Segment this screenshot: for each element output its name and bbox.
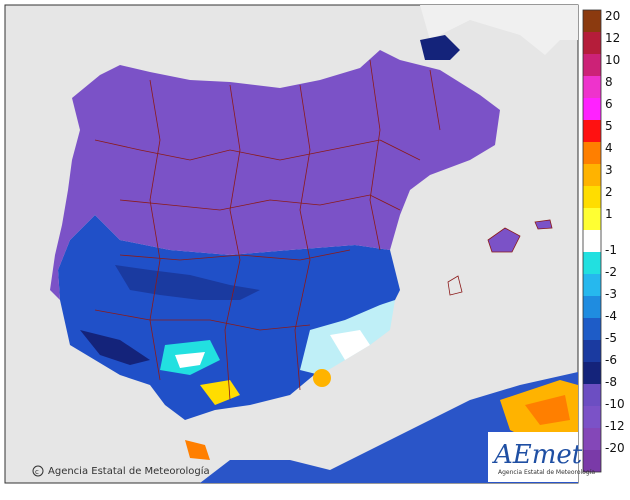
pyrenees-cold-spot (420, 35, 460, 60)
north-africa-landmass (200, 372, 578, 483)
warm-spot-almeria (313, 369, 331, 387)
copyright-icon (32, 465, 44, 477)
colorbar: 20 12 10 8 6 5 4 3 2 1 -1 -2 -3 -4 -5 -6 -8 -10 -12 -20 (582, 9, 625, 473)
colorbar-swatch-warm-4 (583, 98, 601, 120)
portugal-coast-region (50, 160, 95, 300)
colorbar-label: -10 (605, 397, 625, 411)
colorbar-swatch-warm-5 (583, 120, 601, 142)
colorbar-label: -6 (605, 353, 617, 367)
southeast-white-spot (330, 330, 370, 360)
colorbar-swatch-warm-0 (583, 10, 601, 32)
colorbar-label: 5 (605, 119, 613, 133)
copyright-symbol: c (35, 468, 39, 476)
andalusia-white-patch (175, 352, 205, 368)
colorbar-swatch-cold-5 (583, 362, 601, 384)
colorbar-label: -5 (605, 331, 617, 345)
colorbar-swatch-warm-2 (583, 54, 601, 76)
colorbar-swatch-cold-2 (583, 296, 601, 318)
colorbar-swatch-cold-9 (583, 450, 601, 472)
colorbar-label: 6 (605, 97, 613, 111)
colorbar-label: 1 (605, 207, 613, 221)
colorbar-swatch-cold-8 (583, 428, 601, 450)
logo-background (488, 432, 578, 482)
colorbar-swatch-neutral (583, 230, 601, 252)
colorbar-swatch-warm-7 (583, 164, 601, 186)
colorbar-swatch-warm-3 (583, 76, 601, 98)
france-landmass (5, 5, 578, 55)
aemet-logo: AEmet Agencia Estatal de Meteorología (488, 432, 595, 482)
colorbar-label: 3 (605, 163, 613, 177)
dark-band-1 (115, 265, 260, 300)
menorca-island (534, 219, 553, 230)
colorbar-label: 20 (605, 9, 620, 23)
copyright-notice: c Agencia Estatal de Meteorología (32, 465, 210, 477)
colorbar-label: 8 (605, 75, 613, 89)
iberia-north-region (72, 50, 500, 255)
colorbar-label: -1 (605, 243, 617, 257)
dark-band-2 (80, 330, 150, 365)
colorbar-label: -20 (605, 441, 625, 455)
logo-wordmark: AEmet (492, 440, 583, 470)
colorbar-label: -12 (605, 419, 625, 433)
colorbar-label: -8 (605, 375, 617, 389)
colorbar-swatch-cold-6 (583, 384, 601, 406)
colorbar-label: 4 (605, 141, 613, 155)
colorbar-swatch-cold-7 (583, 406, 601, 428)
colorbar-swatch-warm-8 (583, 186, 601, 208)
colorbar-swatch-warm-9 (583, 208, 601, 230)
logo-subtitle: Agencia Estatal de Meteorología (498, 469, 595, 476)
colorbar-swatch-warm-6 (583, 142, 601, 164)
copyright-text: Agencia Estatal de Meteorología (48, 465, 210, 477)
ibiza-island (447, 275, 463, 296)
colorbar-outline (582, 9, 602, 473)
colorbar-swatch-cold-1 (583, 274, 601, 296)
colorbar-label: 2 (605, 185, 613, 199)
colorbar-swatch-cold-3 (583, 318, 601, 340)
colorbar-label: 10 (605, 53, 620, 67)
colorbar-swatch-cold-0 (583, 252, 601, 274)
warm-spot-morocco (185, 440, 210, 460)
colorbar-swatch-warm-1 (583, 32, 601, 54)
province-borders (94, 59, 441, 401)
colorbar-label: -4 (605, 309, 617, 323)
colorbar-swatch-cold-4 (583, 340, 601, 362)
mallorca-island (487, 227, 521, 253)
colorbar-label: 12 (605, 31, 620, 45)
hot-spot-algeria (525, 395, 570, 425)
colorbar-label: -2 (605, 265, 617, 279)
colorbar-label: -3 (605, 287, 617, 301)
